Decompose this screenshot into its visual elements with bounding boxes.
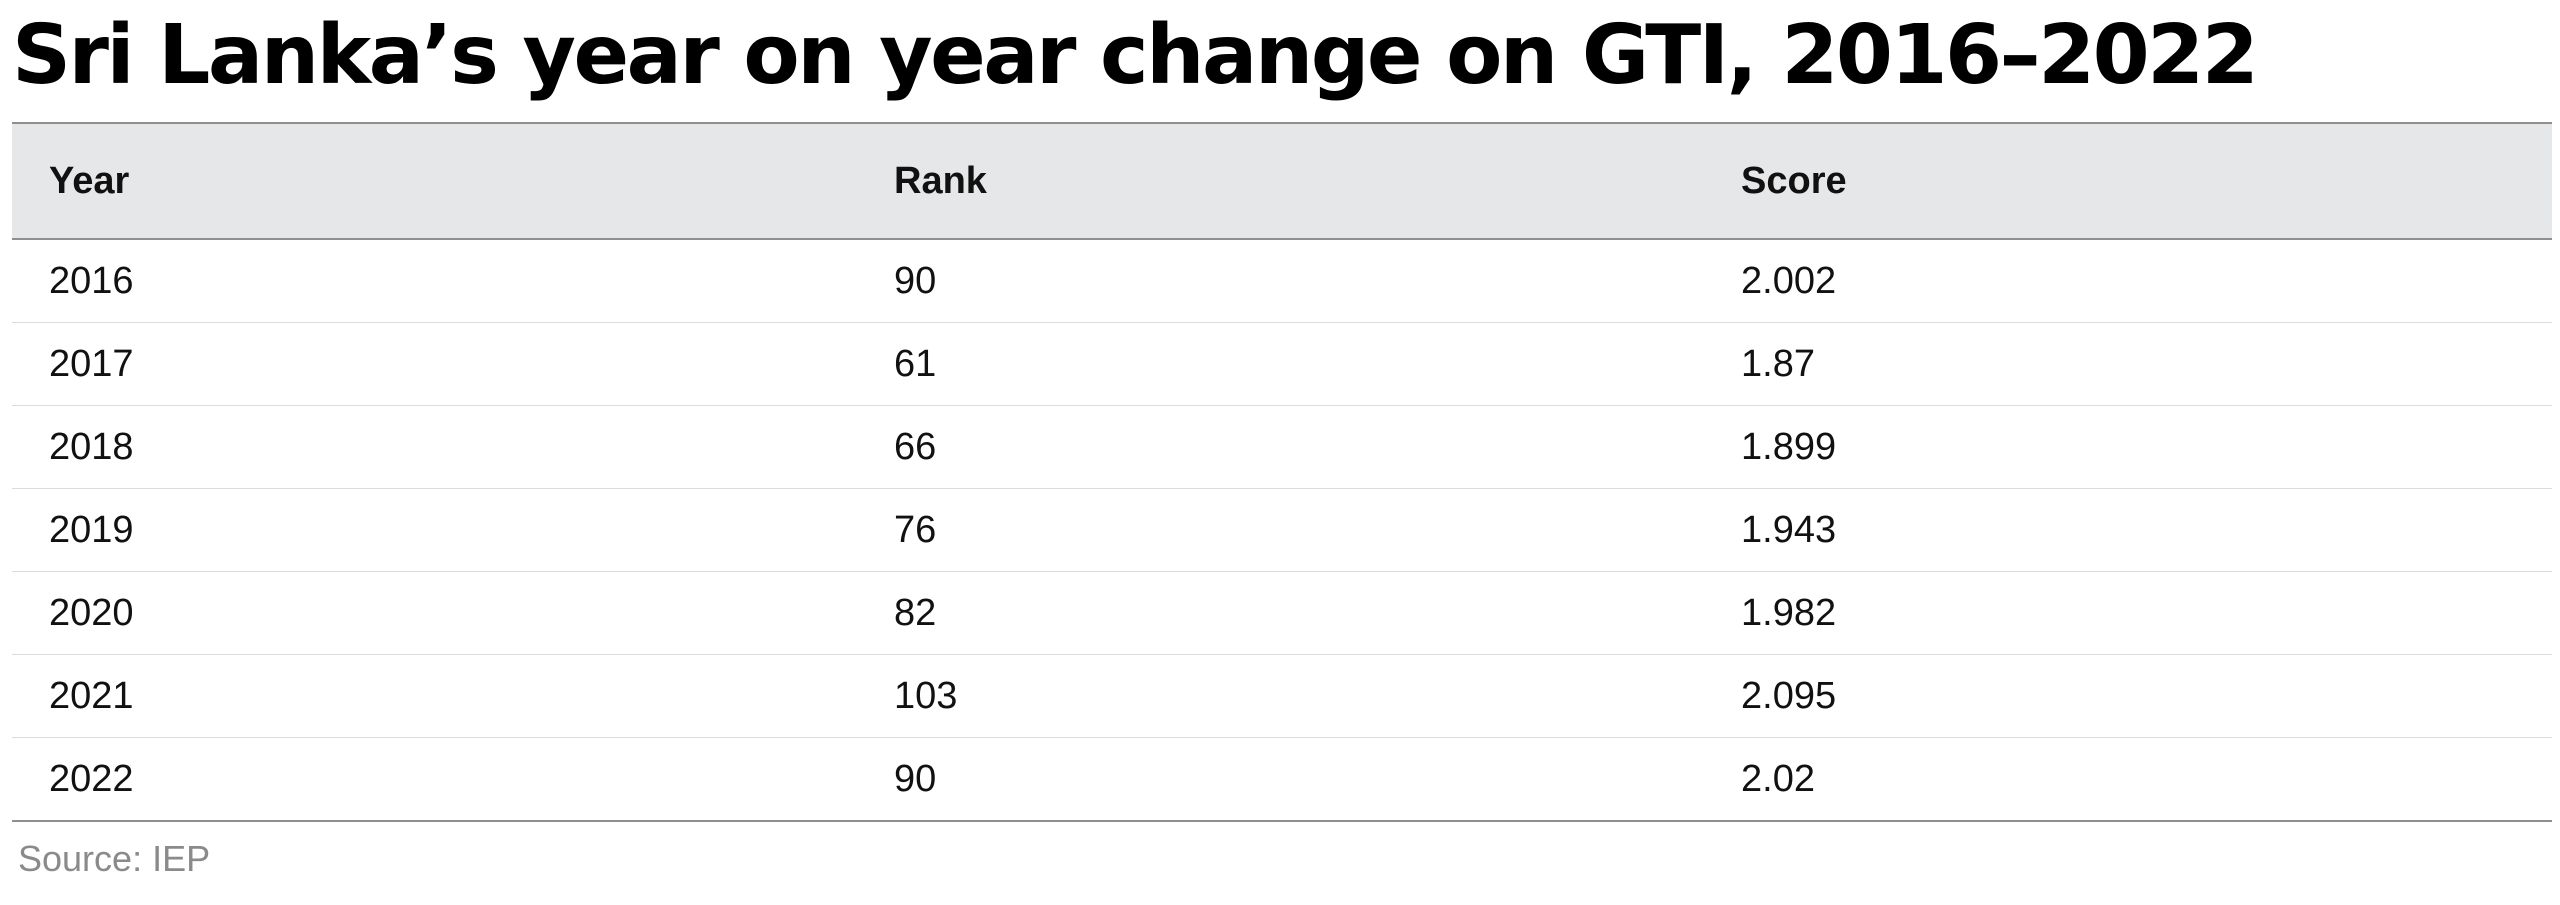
cell-score: 1.899 [1704, 405, 2552, 489]
cell-score: 1.982 [1704, 571, 2552, 655]
source-note: Source: IEP [18, 838, 211, 879]
cell-rank: 90 [857, 239, 1704, 323]
cell-year: 2017 [12, 322, 857, 406]
cell-year: 2019 [12, 488, 857, 572]
table-row: 2020 82 1.982 [12, 571, 2552, 655]
table-body: 2016 90 2.002 2017 61 1.87 2018 66 1.899… [12, 239, 2552, 822]
cell-score: 2.095 [1704, 654, 2552, 738]
cell-year: 2016 [12, 239, 857, 323]
cell-year: 2022 [12, 737, 857, 822]
page-title: Sri Lanka’s year on year change on GTI, … [12, 8, 2259, 103]
cell-rank: 61 [857, 322, 1704, 406]
cell-rank: 76 [857, 488, 1704, 572]
column-header-year: Year [12, 122, 857, 240]
cell-score: 1.87 [1704, 322, 2552, 406]
table-row: 2019 76 1.943 [12, 488, 2552, 572]
cell-score: 2.02 [1704, 737, 2552, 822]
table-row: 2018 66 1.899 [12, 405, 2552, 489]
cell-score: 1.943 [1704, 488, 2552, 572]
column-header-rank: Rank [857, 122, 1704, 240]
cell-year: 2018 [12, 405, 857, 489]
header-row: Year Rank Score [12, 122, 2552, 240]
table-row: 2017 61 1.87 [12, 322, 2552, 406]
table-header: Year Rank Score [12, 122, 2552, 240]
cell-rank: 66 [857, 405, 1704, 489]
cell-rank: 82 [857, 571, 1704, 655]
cell-score: 2.002 [1704, 239, 2552, 323]
cell-year: 2020 [12, 571, 857, 655]
data-table: Year Rank Score 2016 90 2.002 2017 61 1.… [12, 122, 2552, 822]
cell-year: 2021 [12, 654, 857, 738]
cell-rank: 103 [857, 654, 1704, 738]
table-row: 2021 103 2.095 [12, 654, 2552, 738]
cell-rank: 90 [857, 737, 1704, 822]
table-row: 2022 90 2.02 [12, 737, 2552, 822]
column-header-score: Score [1704, 122, 2552, 240]
table-row: 2016 90 2.002 [12, 239, 2552, 323]
